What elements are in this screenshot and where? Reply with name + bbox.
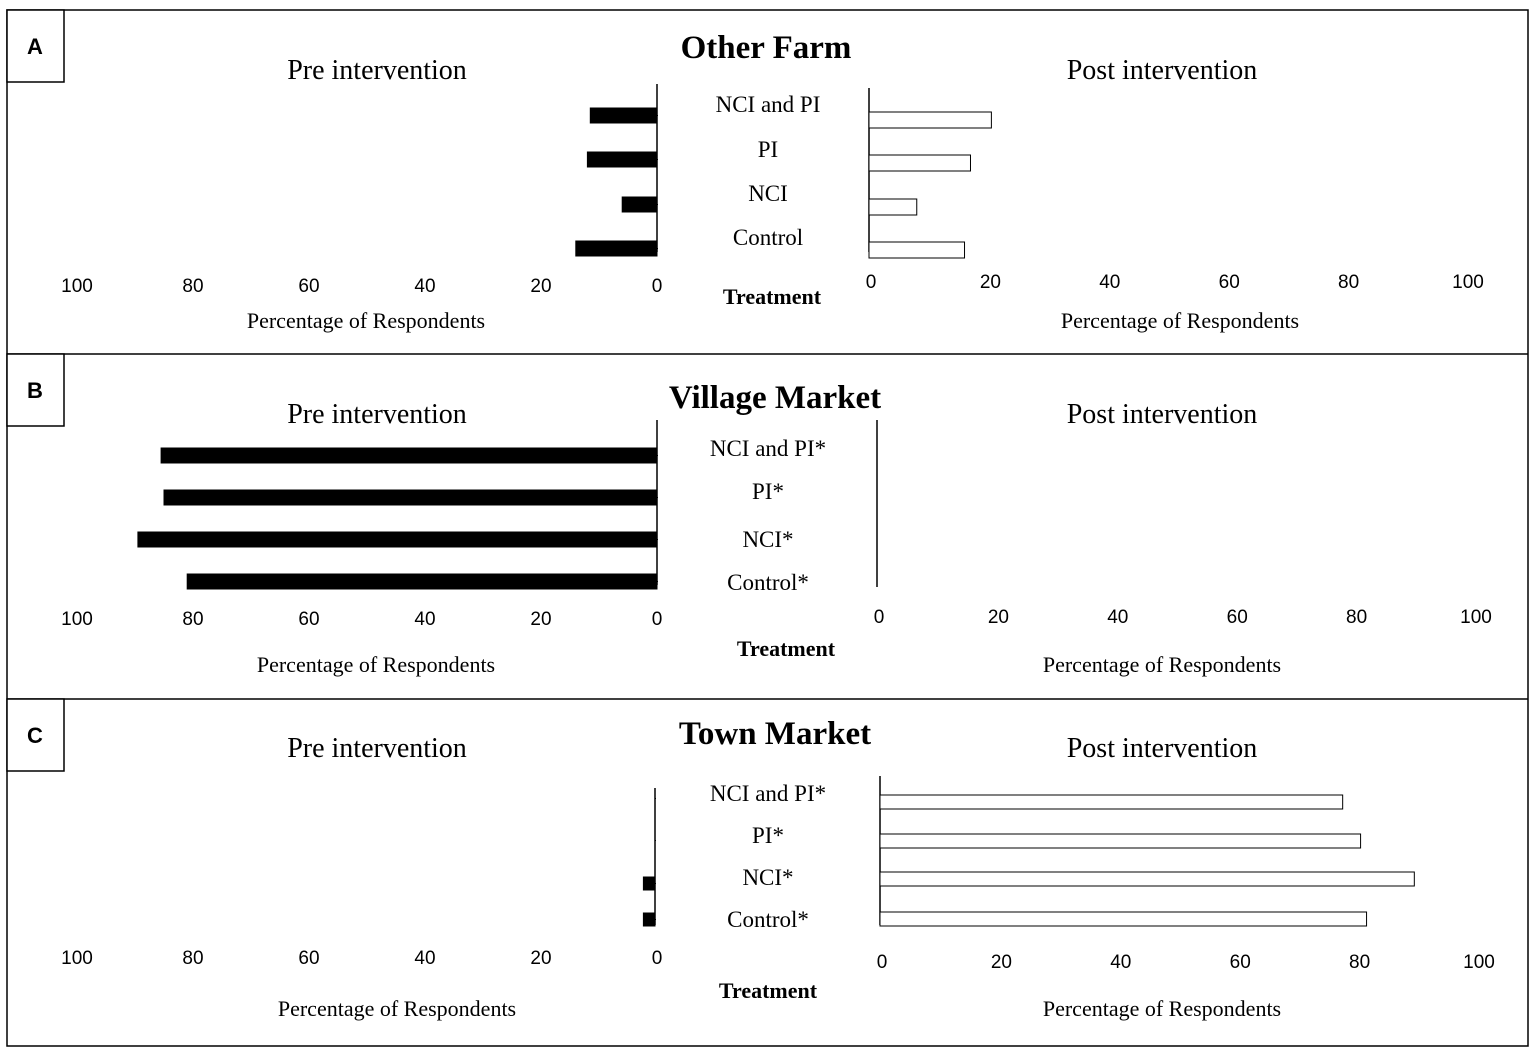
post-x-axis-label: Percentage of Respondents (1061, 308, 1299, 333)
pre-tick-label: 0 (652, 276, 663, 297)
category-label: Control* (727, 570, 809, 595)
pre-tick-label: 40 (414, 276, 435, 297)
pre-tick-label: 80 (182, 276, 203, 297)
panel-letter-box (6, 353, 65, 427)
pre-bar (186, 573, 658, 590)
post-intervention-title: Post intervention (1067, 399, 1258, 430)
panel-title: Other Farm (681, 30, 852, 66)
pre-tick-label: 100 (61, 948, 93, 969)
post-tick-label: 100 (1463, 952, 1495, 973)
pre-bar (586, 151, 658, 168)
post-bar (879, 794, 1344, 810)
post-bar (868, 198, 918, 216)
post-tick-label: 80 (1349, 952, 1370, 973)
pre-intervention-title: Pre intervention (287, 55, 467, 86)
panel-letter-box (6, 9, 65, 83)
panel-letter: B (27, 378, 43, 403)
pre-bar (642, 912, 656, 927)
pre-tick-label: 80 (182, 609, 203, 630)
post-tick-label: 80 (1338, 272, 1359, 293)
post-x-axis-label: Percentage of Respondents (1043, 996, 1281, 1021)
post-tick-label: 0 (877, 952, 888, 973)
post-bar (879, 833, 1362, 849)
category-label: PI* (752, 823, 784, 848)
post-bar (868, 241, 966, 259)
post-bar (868, 154, 971, 172)
panel-letter-box (6, 698, 65, 772)
pre-tick-label: 20 (530, 276, 551, 297)
pre-tick-label: 60 (298, 948, 319, 969)
post-tick-label: 40 (1110, 952, 1131, 973)
post-tick-label: 40 (1107, 607, 1128, 628)
pre-bar (163, 489, 658, 506)
post-tick-label: 60 (1219, 272, 1240, 293)
post-tick-label: 20 (980, 272, 1001, 293)
pre-bar (575, 240, 658, 257)
pre-tick-label: 20 (530, 609, 551, 630)
pre-tick-label: 80 (182, 948, 203, 969)
treatment-axis-label: Treatment (737, 636, 836, 661)
post-intervention-title: Post intervention (1067, 733, 1258, 764)
post-bar (868, 111, 992, 129)
category-label: Control* (727, 907, 809, 932)
category-label: Control (733, 225, 803, 250)
category-label: PI* (752, 479, 784, 504)
pre-x-axis-label: Percentage of Respondents (257, 652, 495, 677)
panel-letter: A (27, 34, 43, 59)
pre-tick-label: 20 (530, 948, 551, 969)
post-tick-label: 60 (1230, 952, 1251, 973)
pre-x-axis-label: Percentage of Respondents (278, 996, 516, 1021)
post-tick-label: 20 (991, 952, 1012, 973)
pre-tick-label: 40 (414, 948, 435, 969)
pre-tick-label: 60 (298, 609, 319, 630)
pre-intervention-title: Pre intervention (287, 399, 467, 430)
category-label: NCI and PI* (710, 436, 826, 461)
post-tick-label: 100 (1452, 272, 1484, 293)
post-tick-label: 0 (866, 272, 877, 293)
category-label: NCI and PI* (710, 781, 826, 806)
pre-bar (589, 107, 658, 124)
pre-tick-label: 0 (652, 609, 663, 630)
panel-letter: C (27, 723, 43, 748)
category-label: NCI (748, 181, 788, 206)
pre-tick-label: 0 (652, 948, 663, 969)
post-intervention-title: Post intervention (1067, 55, 1258, 86)
panel-title: Village Market (669, 380, 881, 416)
treatment-axis-label: Treatment (723, 284, 822, 309)
pre-tick-label: 100 (61, 276, 93, 297)
pre-intervention-title: Pre intervention (287, 733, 467, 764)
pre-tick-label: 100 (61, 609, 93, 630)
pre-bar (621, 196, 658, 213)
category-label: PI (758, 137, 778, 162)
post-tick-label: 80 (1346, 607, 1367, 628)
category-label: NCI* (742, 527, 793, 552)
post-x-axis-label: Percentage of Respondents (1043, 652, 1281, 677)
post-tick-label: 20 (988, 607, 1009, 628)
pre-bar (137, 531, 658, 548)
pre-bar (642, 876, 656, 891)
pre-tick-label: 40 (414, 609, 435, 630)
category-label: NCI* (742, 865, 793, 890)
post-tick-label: 100 (1460, 607, 1492, 628)
pre-tick-label: 60 (298, 276, 319, 297)
post-tick-label: 60 (1227, 607, 1248, 628)
category-label: NCI and PI (716, 92, 821, 117)
post-bar (879, 911, 1368, 927)
panel-title: Town Market (679, 716, 871, 752)
pre-bar (160, 447, 658, 464)
pre-x-axis-label: Percentage of Respondents (247, 308, 485, 333)
post-bar (879, 871, 1415, 887)
post-tick-label: 0 (874, 607, 885, 628)
treatment-axis-label: Treatment (719, 978, 818, 1003)
figure-frame (6, 9, 1529, 1047)
post-tick-label: 40 (1099, 272, 1120, 293)
